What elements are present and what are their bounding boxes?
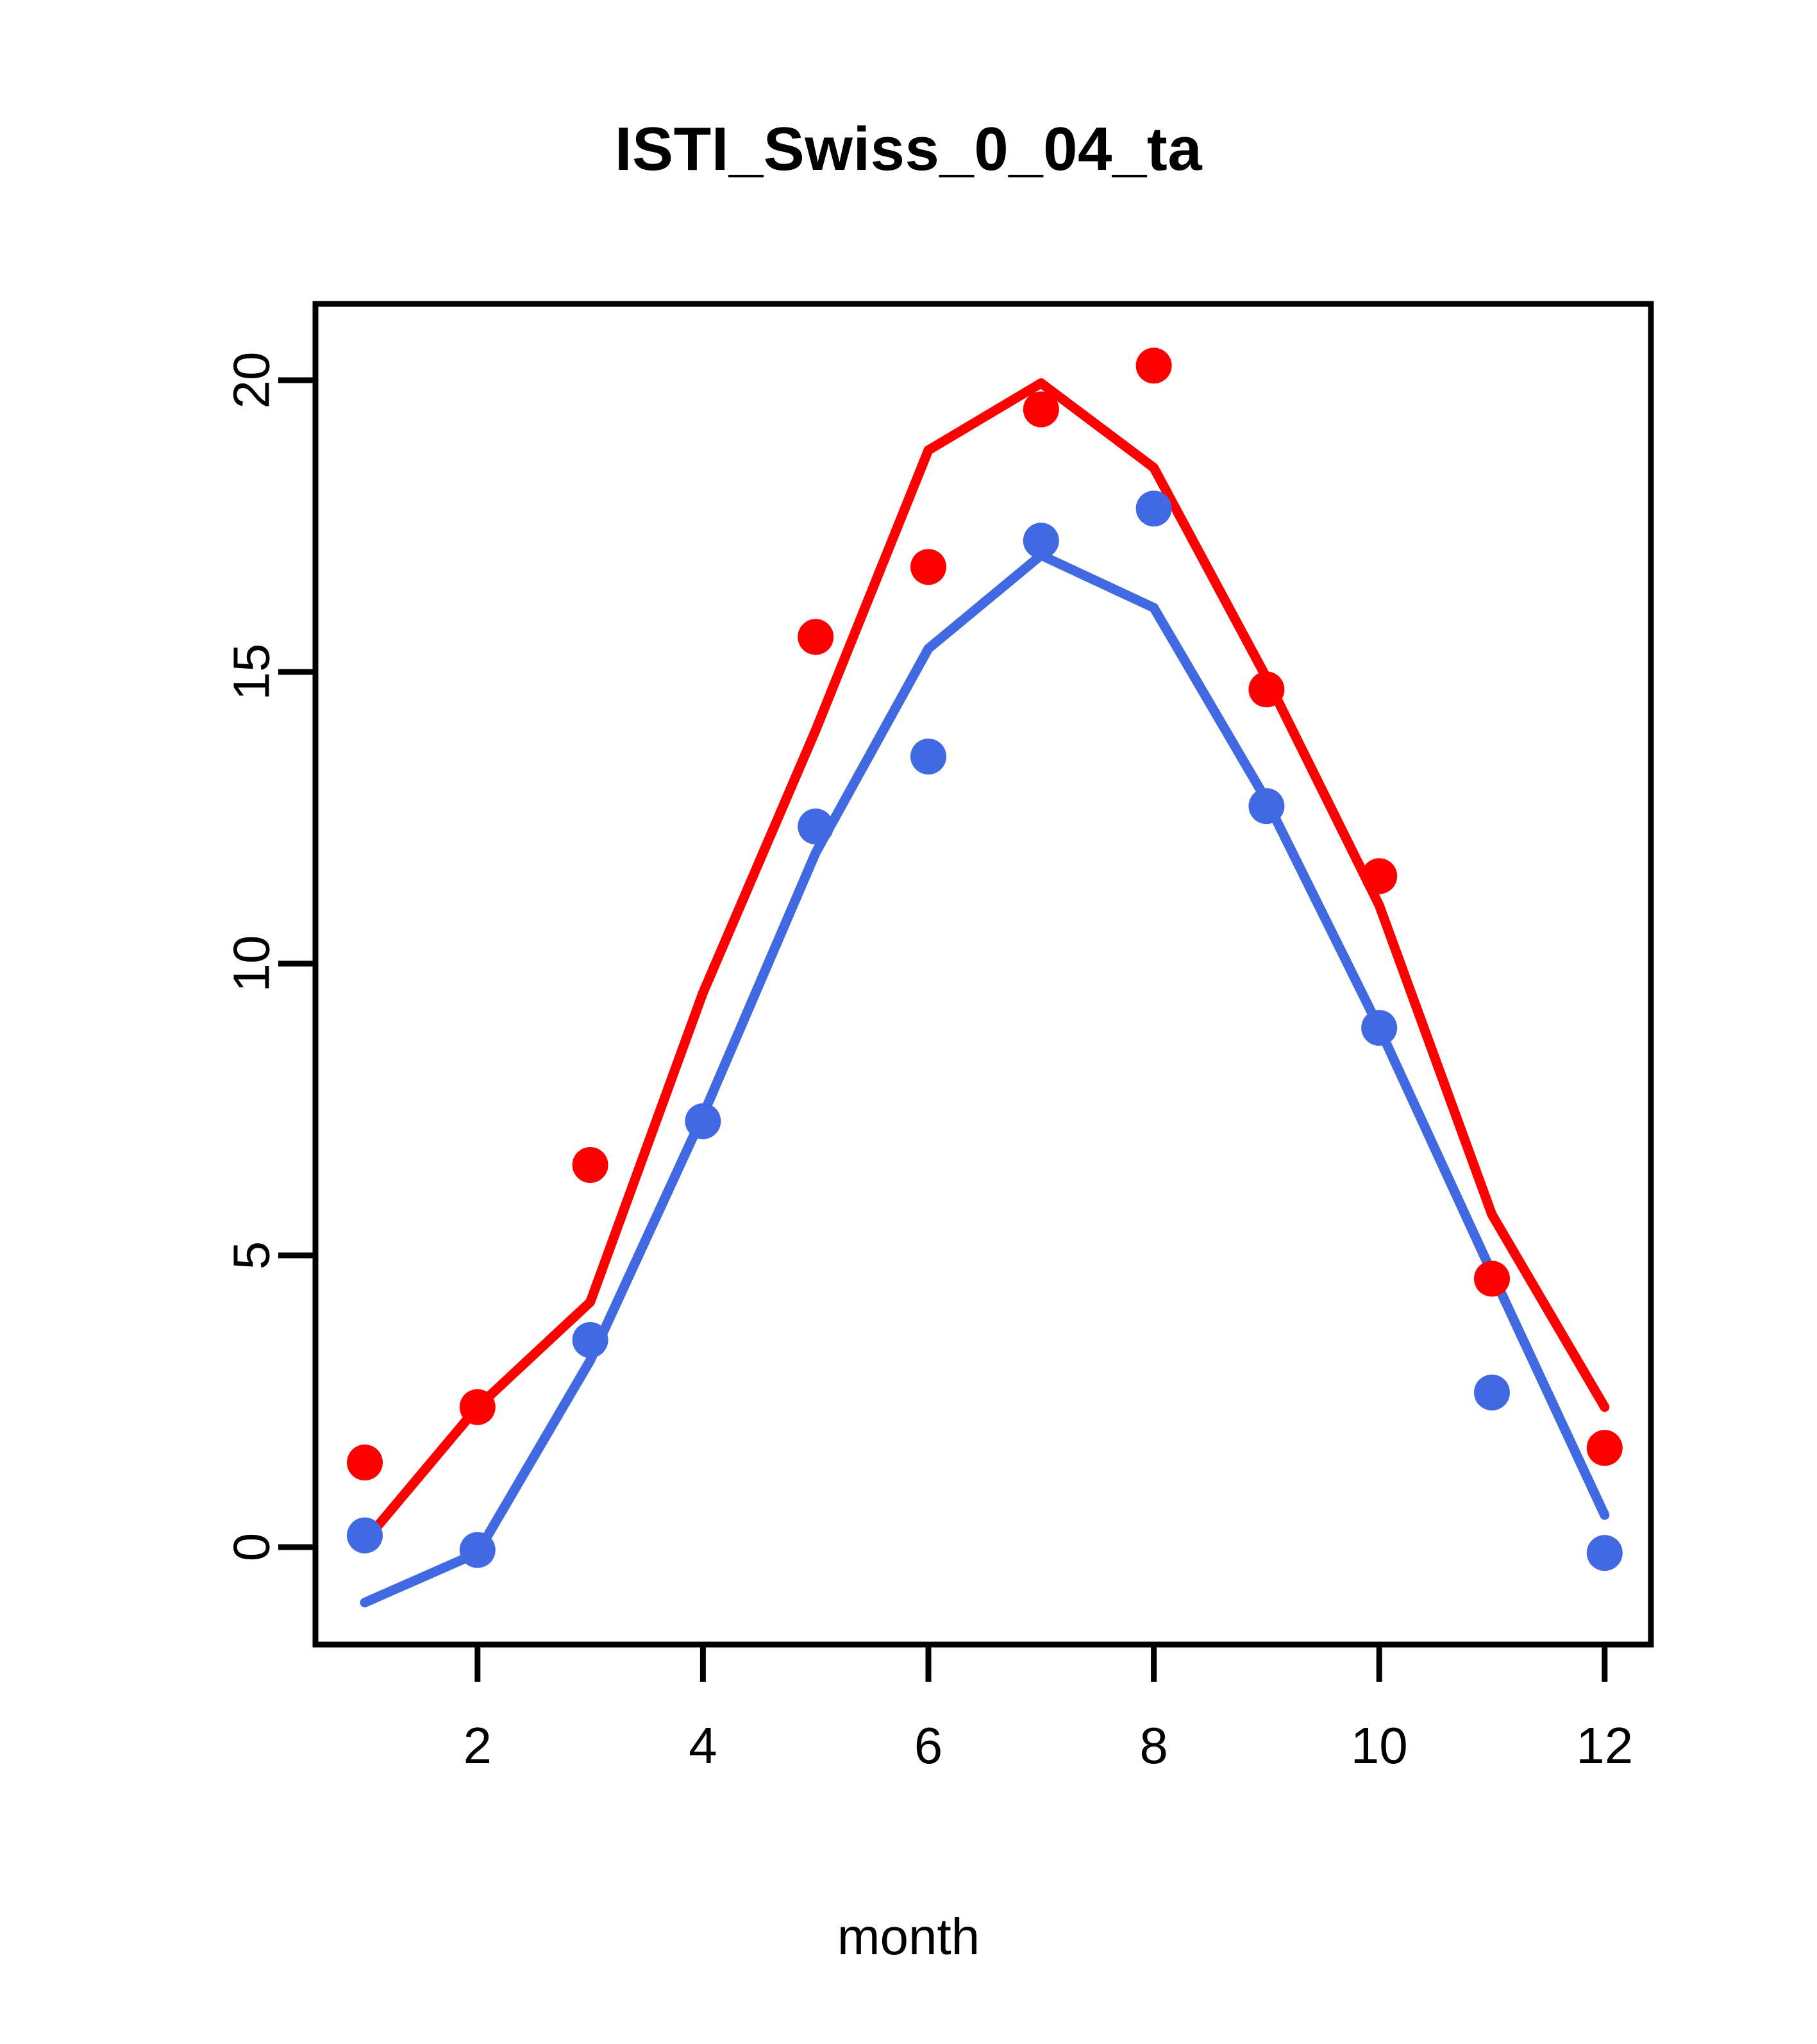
data-point-red-points xyxy=(798,619,834,655)
data-point-blue-points xyxy=(1361,1010,1398,1046)
x-tick-label: 12 xyxy=(1576,1717,1633,1774)
x-axis-label: month xyxy=(837,1908,980,1965)
x-tick-label: 8 xyxy=(1139,1717,1168,1774)
x-tick-label: 2 xyxy=(464,1717,492,1774)
plot-frame xyxy=(312,301,1654,1648)
data-point-blue-points xyxy=(572,1321,608,1358)
data-point-blue-points xyxy=(1023,523,1059,559)
data-point-blue-points xyxy=(910,738,946,775)
x-tick-label: 6 xyxy=(914,1717,943,1774)
y-axis-ticks xyxy=(278,377,315,1550)
data-point-red-points xyxy=(910,549,946,585)
data-point-blue-points xyxy=(1586,1535,1623,1571)
series-line-blue-line xyxy=(360,550,1610,1607)
data-point-blue-points xyxy=(1474,1374,1510,1411)
series-line-red-line xyxy=(360,378,1610,1546)
x-tick-label: 4 xyxy=(689,1717,717,1774)
y-tick-label: 15 xyxy=(223,644,280,701)
y-axis-tick-labels: 0 5 10 15 20 xyxy=(223,352,280,1562)
plot-border xyxy=(312,301,1654,1648)
data-point-red-points xyxy=(572,1146,608,1183)
data-series-layer xyxy=(347,348,1623,1607)
data-point-blue-points xyxy=(798,808,834,845)
x-tick-label: 10 xyxy=(1351,1717,1408,1774)
y-tick-label: 0 xyxy=(223,1533,280,1562)
page-title: ISTI_Swiss_0_04_ta xyxy=(614,115,1203,183)
data-point-red-points xyxy=(1361,858,1398,894)
y-tick-label: 20 xyxy=(223,352,280,409)
data-point-blue-points xyxy=(347,1517,383,1554)
x-axis-tick-labels: 2 4 6 8 10 12 xyxy=(464,1717,1634,1774)
data-point-red-points xyxy=(459,1389,496,1425)
data-point-red-points xyxy=(1248,671,1285,708)
x-axis-ticks xyxy=(474,1645,1608,1682)
y-tick-label: 5 xyxy=(223,1241,280,1270)
data-point-blue-points xyxy=(1248,788,1285,825)
data-point-blue-points xyxy=(685,1103,721,1139)
data-point-red-points xyxy=(347,1445,383,1481)
y-tick-label: 10 xyxy=(223,935,280,993)
data-point-red-points xyxy=(1023,391,1059,428)
data-point-red-points xyxy=(1586,1430,1623,1466)
data-point-red-points xyxy=(1135,348,1172,384)
data-point-blue-points xyxy=(1135,490,1172,527)
data-point-red-points xyxy=(1474,1261,1510,1297)
data-point-blue-points xyxy=(459,1532,496,1568)
